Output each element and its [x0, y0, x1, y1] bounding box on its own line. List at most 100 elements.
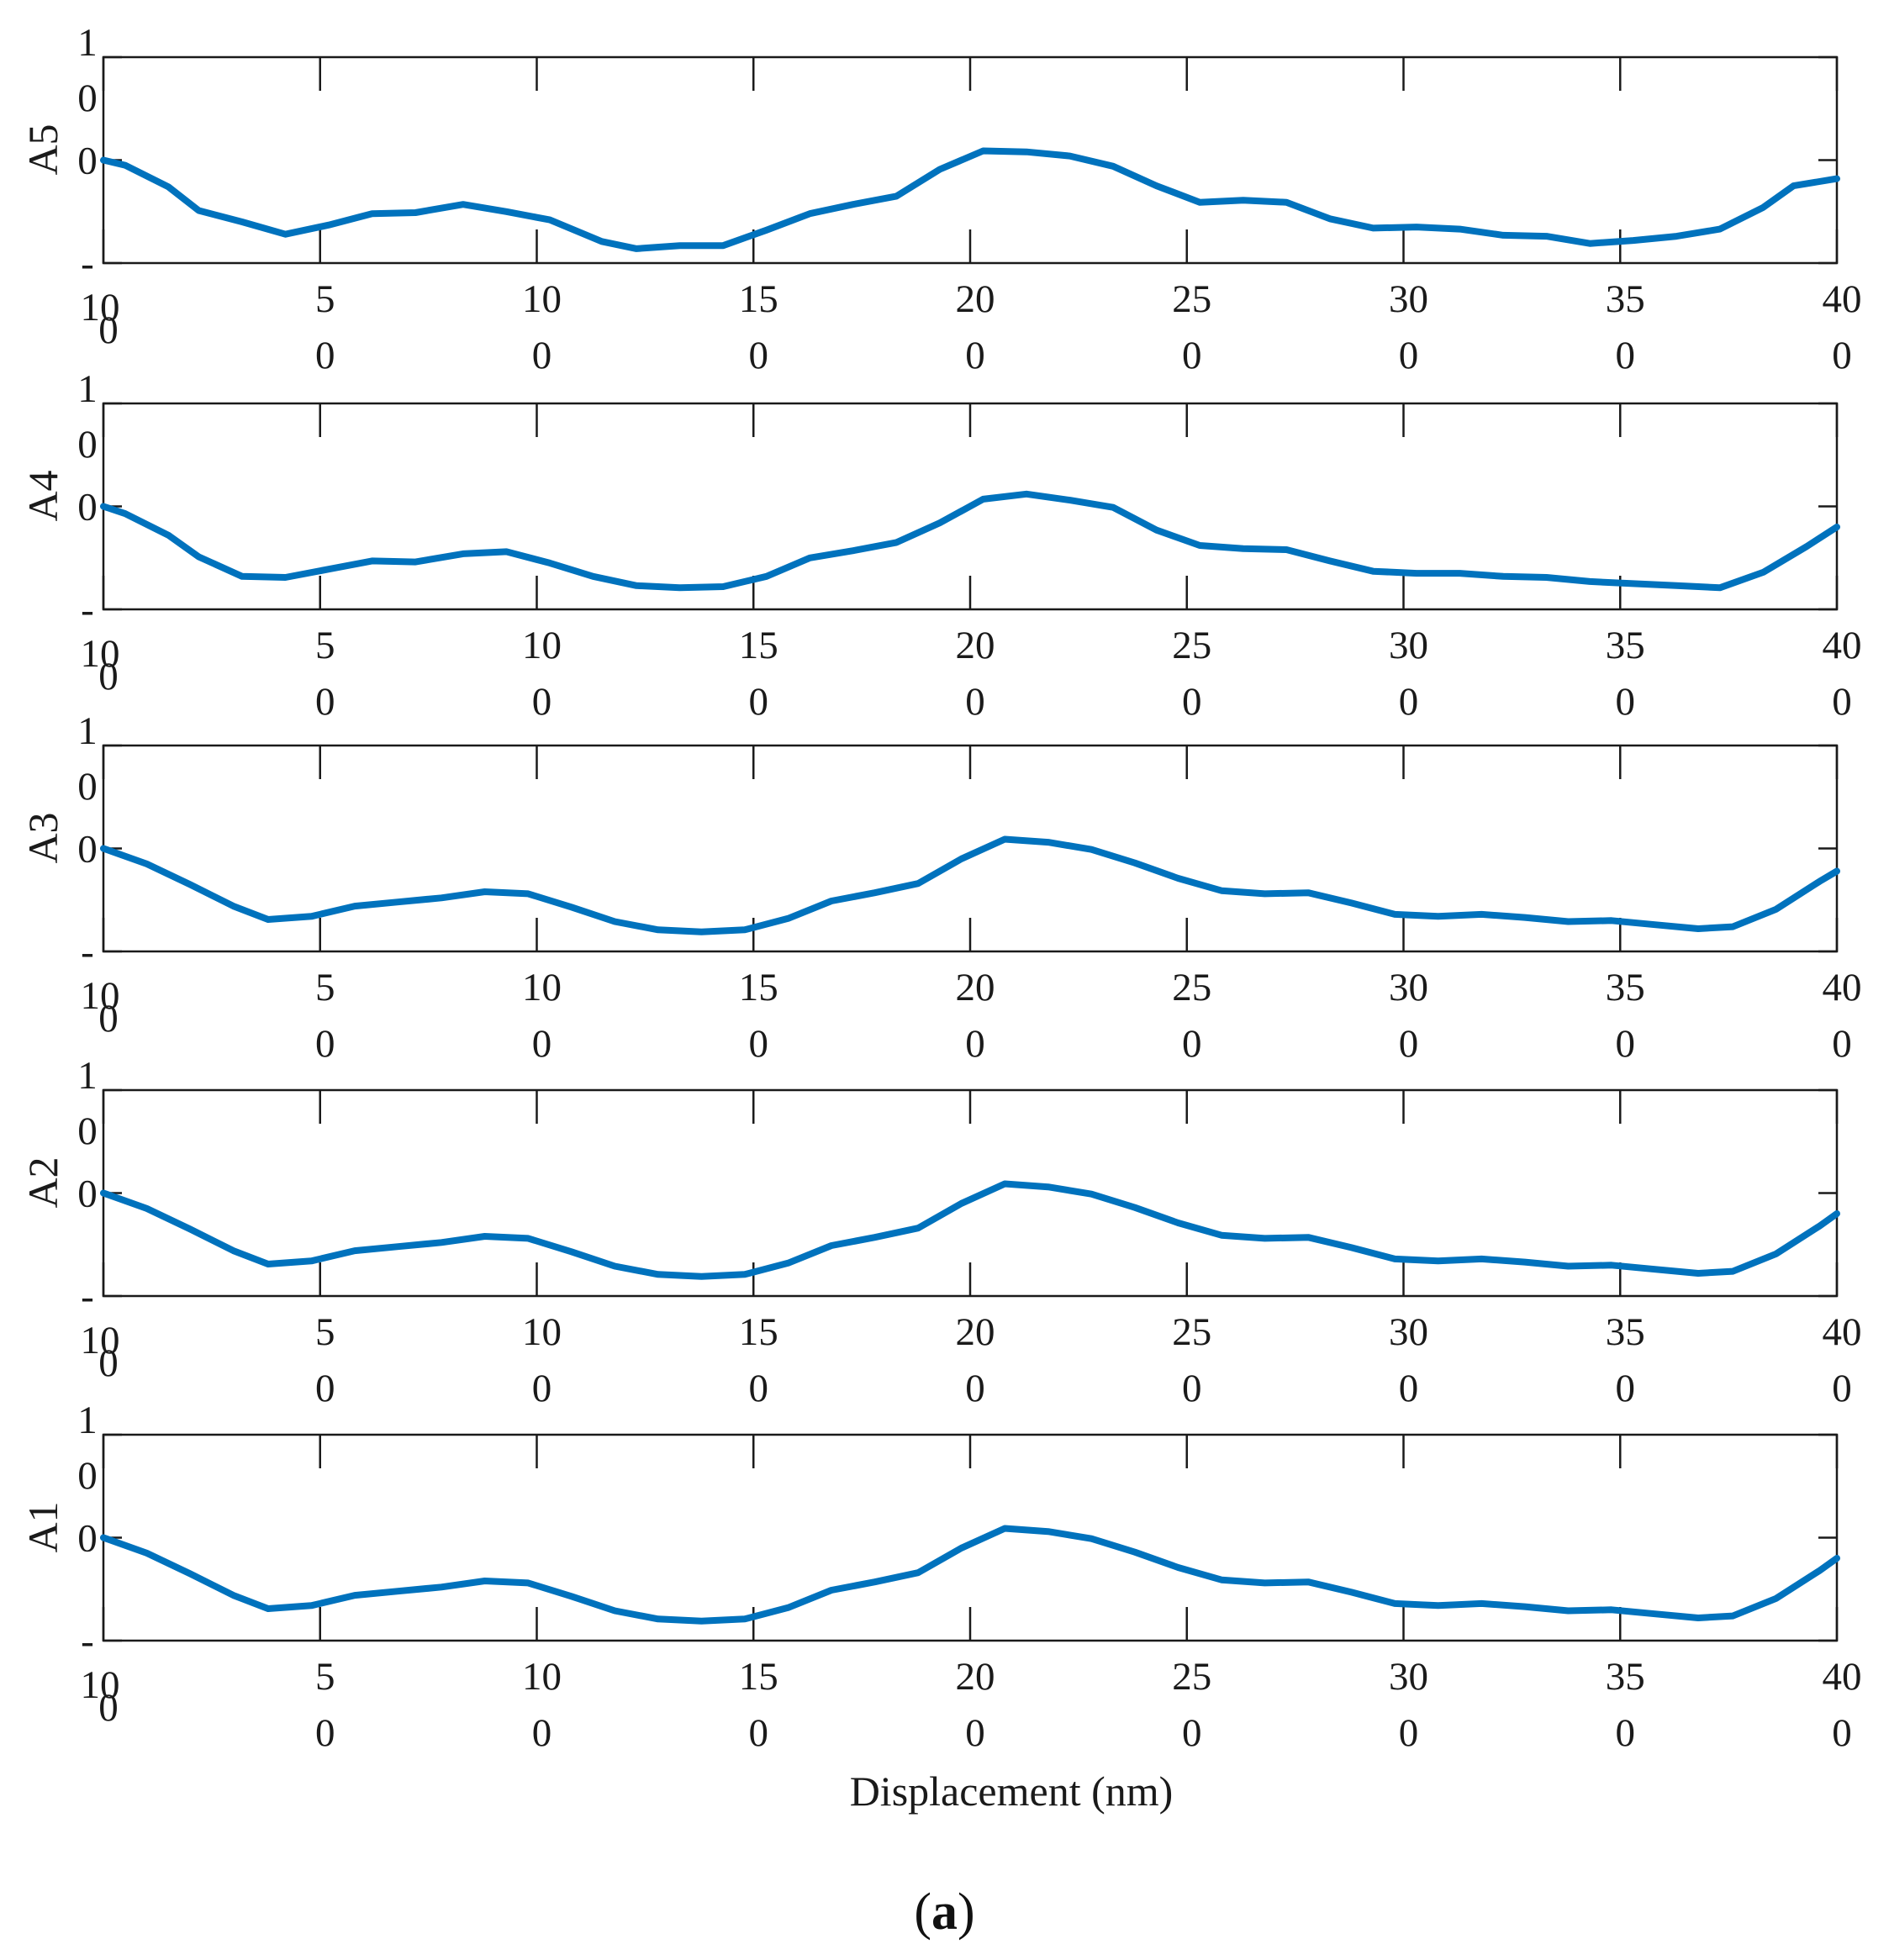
x-tick-label: 35 [1606, 966, 1645, 1009]
x-tick-label: 15 [739, 624, 778, 667]
x-tick-label: 0 [532, 334, 552, 377]
y-tick-label: 1 [77, 1399, 98, 1442]
x-tick-label: 0 [1616, 1022, 1636, 1066]
x-tick-label: 20 [956, 1655, 995, 1699]
y-tick-label: 0 [77, 76, 98, 120]
x-tick-label: 40 [1823, 1655, 1862, 1699]
x-tick-label: 0 [1832, 1022, 1852, 1066]
x-tick-label: 0 [1182, 680, 1202, 724]
x-tick-label: 25 [1172, 1310, 1211, 1354]
x-tick-label: 0 [1832, 680, 1852, 724]
x-tick-label: 10 [522, 277, 562, 321]
x-tick-label: 10 [81, 1663, 120, 1707]
y-tick-label: - [81, 1275, 94, 1319]
x-tick-label: 40 [1823, 1310, 1862, 1354]
y-tick-label: 1 [77, 1054, 98, 1098]
series-line [100, 490, 1840, 592]
y-tick-label: 1 [77, 21, 98, 65]
x-tick-label: 15 [739, 966, 778, 1009]
x-tick-label: 0 [749, 1022, 769, 1066]
x-tick-label: 0 [532, 1367, 552, 1410]
x-tick-label: 0 [1182, 1367, 1202, 1410]
caption-close: ) [958, 1884, 975, 1941]
x-tick-label: 35 [1606, 1310, 1645, 1354]
x-tick-label: 0 [1399, 1711, 1419, 1755]
x-tick-label: 0 [1832, 334, 1852, 377]
y-axis-label: A2 [19, 1157, 66, 1208]
x-tick-label: 0 [749, 1367, 769, 1410]
x-tick-label: 15 [739, 1655, 778, 1699]
x-tick-label: 0 [532, 1022, 552, 1066]
series-line [100, 1180, 1840, 1280]
x-tick-label: 0 [965, 1022, 985, 1066]
x-tick-label: 40 [1823, 277, 1862, 321]
x-tick-label: 0 [1182, 1711, 1202, 1755]
x-axis-label: Displacement (nm) [850, 1768, 1174, 1815]
x-tick-label: 30 [1389, 624, 1428, 667]
y-tick-label: 1 [77, 709, 98, 753]
x-tick-label: 20 [956, 1310, 995, 1354]
x-tick-label: 35 [1606, 277, 1645, 321]
x-tick-label: 0 [749, 680, 769, 724]
x-tick-label: 0 [98, 1341, 119, 1385]
subplots: 10050100150200250300350400-010A510050100… [19, 21, 1862, 1755]
x-tick-label: 0 [1616, 680, 1636, 724]
x-tick-label: 25 [1172, 624, 1211, 667]
x-tick-label: 0 [1399, 334, 1419, 377]
y-tick-label: 1 [77, 367, 98, 411]
x-tick-label: 15 [739, 1310, 778, 1354]
x-tick-label: 0 [1182, 1022, 1202, 1066]
x-tick-label: 10 [81, 286, 120, 329]
x-tick-label: 10 [522, 624, 562, 667]
x-tick-label: 25 [1172, 966, 1211, 1009]
y-tick-label: 0 [77, 828, 98, 872]
x-tick-label: 40 [1823, 966, 1862, 1009]
y-tick-label: 0 [77, 1172, 98, 1216]
x-tick-label: 35 [1606, 624, 1645, 667]
y-tick-label: 0 [77, 486, 98, 530]
series-line [100, 835, 1840, 935]
x-tick-label: 15 [739, 277, 778, 321]
series-line [100, 147, 1840, 252]
x-tick-label: 25 [1172, 1655, 1211, 1699]
y-tick-label: 0 [77, 1454, 98, 1498]
x-tick-label: 0 [98, 997, 119, 1041]
x-tick-label: 0 [965, 680, 985, 724]
x-tick-label: 20 [956, 277, 995, 321]
x-tick-label: 5 [315, 277, 335, 321]
x-tick-label: 0 [315, 1711, 335, 1755]
y-axis-label: A3 [19, 812, 66, 863]
x-tick-label: 10 [522, 1655, 562, 1699]
x-tick-label: 0 [315, 680, 335, 724]
x-tick-label: 30 [1389, 1655, 1428, 1699]
y-tick-label: - [81, 1620, 94, 1663]
y-tick-label: 0 [77, 423, 98, 466]
x-tick-label: 10 [81, 1319, 120, 1362]
x-tick-label: 35 [1606, 1655, 1645, 1699]
y-axis-label: A5 [19, 124, 66, 175]
x-tick-label: 0 [1399, 1367, 1419, 1410]
y-tick-label: - [81, 930, 94, 974]
x-tick-label: 0 [1399, 680, 1419, 724]
x-tick-label: 0 [1182, 334, 1202, 377]
x-tick-label: 0 [315, 1022, 335, 1066]
x-tick-label: 20 [956, 624, 995, 667]
x-tick-label: 0 [98, 655, 119, 698]
figure-caption: (a) [0, 1883, 1889, 1942]
x-tick-label: 0 [965, 1367, 985, 1410]
x-tick-label: 0 [965, 334, 985, 377]
x-tick-label: 0 [1399, 1022, 1419, 1066]
x-tick-label: 0 [1832, 1367, 1852, 1410]
y-tick-label: 0 [77, 140, 98, 183]
x-tick-label: 0 [1616, 1711, 1636, 1755]
y-tick-label: - [81, 588, 94, 632]
x-tick-label: 5 [315, 966, 335, 1009]
x-tick-label: 25 [1172, 277, 1211, 321]
y-axis-label: A1 [19, 1501, 66, 1552]
y-axis-label: A4 [19, 470, 66, 521]
x-tick-label: 0 [749, 334, 769, 377]
